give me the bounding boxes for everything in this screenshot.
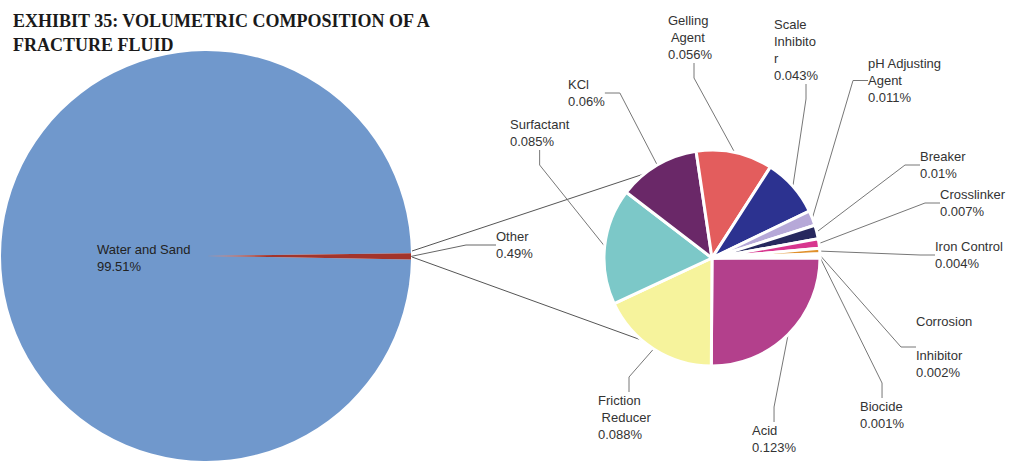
svg-text:EXHIBIT 35: VOLUMETRIC COMPOSI: EXHIBIT 35: VOLUMETRIC COMPOSITION OF A [13,11,433,31]
svg-text:0.01%: 0.01% [920,166,957,181]
svg-text:Crosslinker: Crosslinker [940,187,1006,202]
svg-text:Iron Control: Iron Control [935,239,1003,254]
svg-text:Agent: Agent [868,73,902,88]
svg-text:Gelling: Gelling [668,13,708,28]
svg-text:Inhibitor: Inhibitor [916,348,963,363]
svg-text:0.007%: 0.007% [940,204,985,219]
svg-text:Water and Sand: Water and Sand [97,242,190,257]
svg-text:pH Adjusting: pH Adjusting [868,56,945,71]
svg-text:r: r [774,51,779,66]
svg-text:Agent: Agent [668,30,705,45]
svg-text:KCl: KCl [568,77,589,92]
svg-text:Other: Other [496,229,529,244]
svg-text:0.002%: 0.002% [916,365,961,380]
svg-text:0.004%: 0.004% [935,256,980,271]
svg-text:Acid: Acid [752,423,777,438]
svg-text:Surfactant: Surfactant [510,117,570,132]
svg-text:0.001%: 0.001% [860,416,905,431]
svg-text:0.056%: 0.056% [668,47,713,62]
svg-text:Reducer: Reducer [598,410,651,425]
svg-text:Biocide: Biocide [860,399,903,414]
svg-text:Corrosion: Corrosion [916,314,972,329]
svg-text:0.085%: 0.085% [510,134,555,149]
svg-text:0.123%: 0.123% [752,440,797,455]
svg-text:Scale: Scale [774,17,810,32]
svg-text:0.011%: 0.011% [868,90,912,105]
svg-text:0.043%: 0.043% [774,68,819,83]
svg-text:99.51%: 99.51% [97,259,142,274]
svg-text:0.088%: 0.088% [598,427,643,442]
svg-text:Breaker: Breaker [920,149,966,164]
svg-text:Friction: Friction [598,393,641,408]
svg-text:0.06%: 0.06% [568,94,605,109]
svg-text:Inhibito: Inhibito [774,34,816,49]
svg-text:0.49%: 0.49% [496,246,533,261]
svg-text:FRACTURE FLUID: FRACTURE FLUID [13,35,174,55]
